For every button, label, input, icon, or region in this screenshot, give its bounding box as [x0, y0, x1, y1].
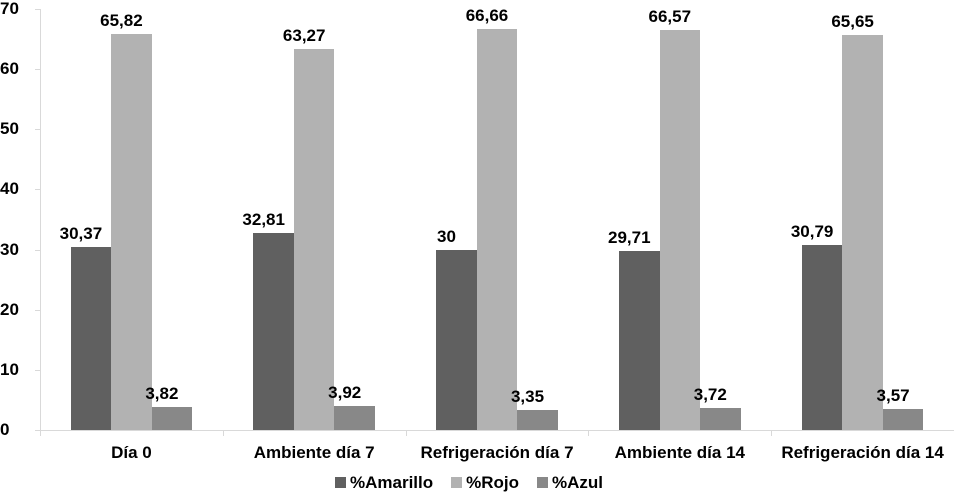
data-label: 66,66: [465, 6, 509, 26]
data-label: 3,82: [145, 384, 179, 404]
x-tick-label: Refrigeración día 14: [781, 443, 944, 462]
legend-swatch-icon: [537, 477, 549, 488]
data-label: 65,65: [831, 12, 874, 32]
data-label: 66,57: [648, 6, 692, 26]
legend-swatch-icon: [335, 477, 346, 488]
legend-swatch-icon: [451, 477, 463, 488]
bar-azul: [700, 407, 741, 430]
bar-amarillo: [801, 244, 843, 430]
y-tick-label: 60: [0, 59, 19, 79]
legend-label: %Rojo: [466, 473, 520, 492]
data-label: 29,71: [608, 228, 651, 248]
data-label: 63,27: [282, 26, 326, 46]
data-label: 30,79: [790, 221, 834, 241]
y-tick-label: 30: [0, 239, 19, 259]
bar-rojo: [659, 29, 701, 430]
bar-amarillo: [253, 232, 294, 430]
y-tick-label: 70: [0, 0, 19, 18]
y-tick-label: 40: [0, 179, 19, 199]
x-tick-label: Refrigeración día 7: [420, 443, 574, 462]
data-label: 3,57: [876, 385, 910, 405]
bar-azul: [517, 409, 558, 430]
data-label: 65,82: [100, 11, 143, 31]
data-label: 3,35: [510, 386, 545, 406]
x-tick-label: Ambiente día 7: [253, 443, 375, 462]
bar-amarillo: [70, 247, 112, 430]
legend: %Amarillo %Rojo %Azul: [335, 474, 621, 491]
legend-item: %Azul: [537, 474, 603, 491]
data-label: 3,92: [328, 383, 362, 403]
bar-azul: [882, 408, 924, 430]
legend-label: %Azul: [552, 473, 604, 492]
data-label: 3,72: [693, 384, 727, 404]
bar-amarillo: [436, 249, 477, 430]
data-label: 32,81: [242, 209, 285, 229]
x-tick-label: Día 0: [111, 443, 152, 462]
y-tick-label: 10: [0, 359, 19, 379]
legend-label: %Amarillo: [350, 473, 434, 492]
bar-rojo: [842, 35, 883, 430]
data-label: 30: [437, 226, 456, 246]
y-tick-label: 0: [0, 420, 10, 439]
legend-item: %Rojo: [451, 474, 519, 491]
bar-azul: [334, 406, 375, 430]
y-tick-label: 20: [0, 299, 19, 319]
x-tick-label: Ambiente día 14: [614, 443, 745, 462]
bar-rojo: [111, 34, 152, 430]
y-tick-label: 50: [0, 119, 19, 139]
bar-azul: [151, 407, 193, 430]
data-label: 30,37: [59, 224, 103, 244]
legend-item: %Amarillo: [335, 474, 433, 491]
bar-rojo: [293, 49, 335, 430]
bar-amarillo: [619, 251, 660, 430]
bar-rojo: [476, 29, 518, 430]
